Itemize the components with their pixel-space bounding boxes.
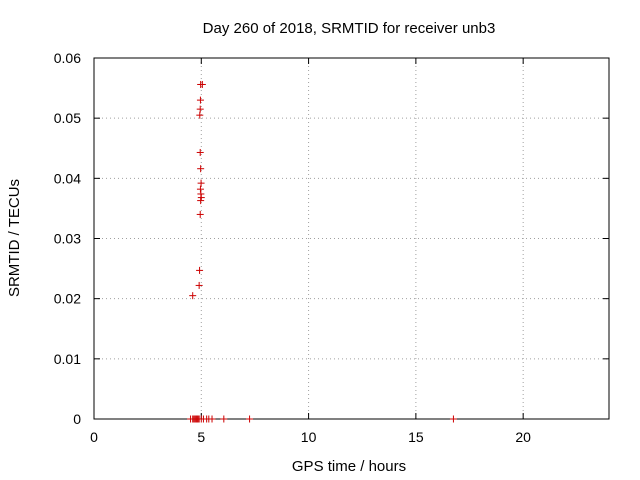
- data-point: [196, 105, 204, 113]
- y-tick-label: 0.01: [54, 351, 81, 367]
- data-point: [197, 179, 205, 187]
- y-tick-label: 0.05: [54, 110, 81, 126]
- data-points: [187, 80, 457, 423]
- x-tick-label: 15: [408, 429, 424, 445]
- data-point: [196, 185, 204, 193]
- y-tick-label: 0.06: [54, 50, 81, 66]
- data-point: [196, 210, 204, 218]
- y-tick-label: 0.04: [54, 170, 81, 186]
- data-point: [195, 281, 203, 289]
- data-point: [220, 415, 228, 423]
- x-tick-label: 10: [301, 429, 317, 445]
- data-point: [196, 266, 204, 274]
- data-point: [198, 80, 206, 88]
- y-tick-label: 0.03: [54, 231, 81, 247]
- grid-lines: [94, 58, 609, 419]
- data-point: [196, 148, 204, 156]
- x-tick-label: 0: [90, 429, 98, 445]
- tick-labels: 0 0.01 0.02 0.03 0.04 0.05 0.06 0 5 10 15 20: [54, 50, 531, 445]
- y-tick-label: 0: [73, 411, 81, 427]
- data-point: [246, 415, 254, 423]
- axis-ticks: [93, 57, 609, 420]
- data-point: [208, 415, 216, 423]
- y-tick-label: 0.02: [54, 291, 81, 307]
- x-tick-label: 20: [515, 429, 531, 445]
- data-point: [196, 111, 204, 119]
- data-point: [196, 96, 204, 104]
- data-point: [197, 197, 205, 205]
- data-point: [189, 292, 197, 300]
- x-tick-label: 5: [197, 429, 205, 445]
- data-point: [449, 415, 457, 423]
- plot-frame: [93, 57, 610, 420]
- y-axis-title: SRMTID / TECUs: [6, 179, 23, 297]
- chart-title: Day 260 of 2018, SRMTID for receiver unb…: [203, 20, 496, 37]
- data-point: [197, 165, 205, 173]
- x-axis-title: GPS time / hours: [292, 458, 406, 475]
